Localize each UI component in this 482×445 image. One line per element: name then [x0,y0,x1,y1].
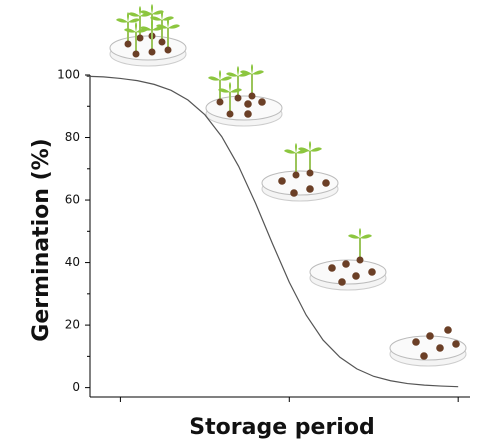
y-tick-label: 60 [65,193,80,207]
x-axis-title: Storage period [189,415,374,440]
y-tick-label: 0 [72,380,80,394]
dish-illustrations [109,3,467,367]
y-axis-title: Germination (%) [29,138,54,341]
y-tick-label: 20 [65,318,80,332]
y-tick-label: 100 [57,68,80,82]
germination-curve [86,75,459,388]
y-tick-label: 80 [65,130,80,144]
y-tick-label: 40 [65,255,80,269]
